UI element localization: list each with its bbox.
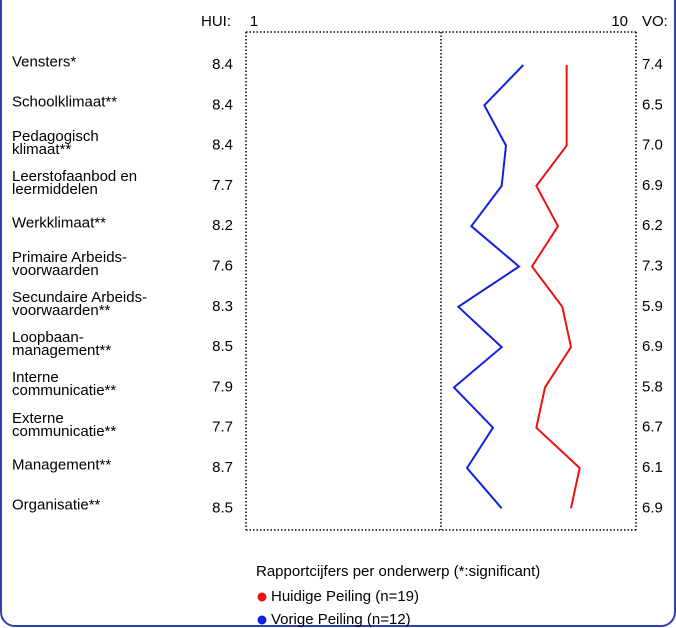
series-line <box>452 64 525 509</box>
legend-label: Huidige Peiling (n=19) <box>271 588 419 605</box>
category-label: Vensters* <box>12 53 77 71</box>
category-label: Werkklimaat** <box>12 214 106 232</box>
value-label: 7.6 <box>212 257 233 274</box>
value-label: 7.3 <box>642 257 663 274</box>
category-label: Organisatie** <box>12 496 101 514</box>
value-label: 8.5 <box>212 499 233 516</box>
value-label: 8.2 <box>212 217 233 234</box>
value-label: 7.0 <box>642 137 663 154</box>
col-header: VO: <box>642 13 668 30</box>
category-label: Secundaire Arbeids- voorwaarden** <box>12 288 148 319</box>
value-label: 6.9 <box>642 177 663 194</box>
value-label: 7.4 <box>642 56 663 73</box>
category-label: Loopbaan- management** <box>12 329 112 360</box>
series-line <box>530 65 581 509</box>
value-label: 8.4 <box>212 56 233 73</box>
value-label: 6.1 <box>642 459 663 476</box>
category-label: Interne communicatie** <box>12 369 117 400</box>
x-tick-label: 1 <box>250 13 258 30</box>
value-label: 5.9 <box>642 298 663 315</box>
value-label: 6.7 <box>642 419 663 436</box>
value-label: 6.9 <box>642 499 663 516</box>
value-label: 8.4 <box>212 137 233 154</box>
legend-title: Rapportcijfers per onderwerp (*:signific… <box>256 563 540 580</box>
value-label: 8.3 <box>212 298 233 315</box>
value-label: 7.7 <box>212 177 233 194</box>
value-label: 7.9 <box>212 378 233 395</box>
value-label: 8.4 <box>212 96 233 113</box>
category-label: Management** <box>12 456 112 474</box>
value-label: 8.5 <box>212 338 233 355</box>
legend-label: Vorige Peiling (n=12) <box>271 611 411 628</box>
col-header: HUI: <box>201 13 231 30</box>
category-label: Primaire Arbeids- voorwaarden <box>12 248 128 279</box>
category-label: Externe communicatie** <box>12 409 117 440</box>
category-label: Pedagogisch klimaat** <box>12 127 99 158</box>
category-label: Leerstofaanbod en leermiddelen <box>12 167 138 198</box>
value-label: 8.7 <box>212 459 233 476</box>
value-label: 7.7 <box>212 419 233 436</box>
value-label: 6.9 <box>642 338 663 355</box>
legend-marker <box>257 592 267 602</box>
value-label: 5.8 <box>642 378 663 395</box>
legend-marker <box>257 615 267 625</box>
category-label: Schoolklimaat** <box>12 93 118 111</box>
value-label: 6.5 <box>642 96 663 113</box>
value-label: 6.2 <box>642 217 663 234</box>
x-tick-label: 10 <box>611 13 628 30</box>
